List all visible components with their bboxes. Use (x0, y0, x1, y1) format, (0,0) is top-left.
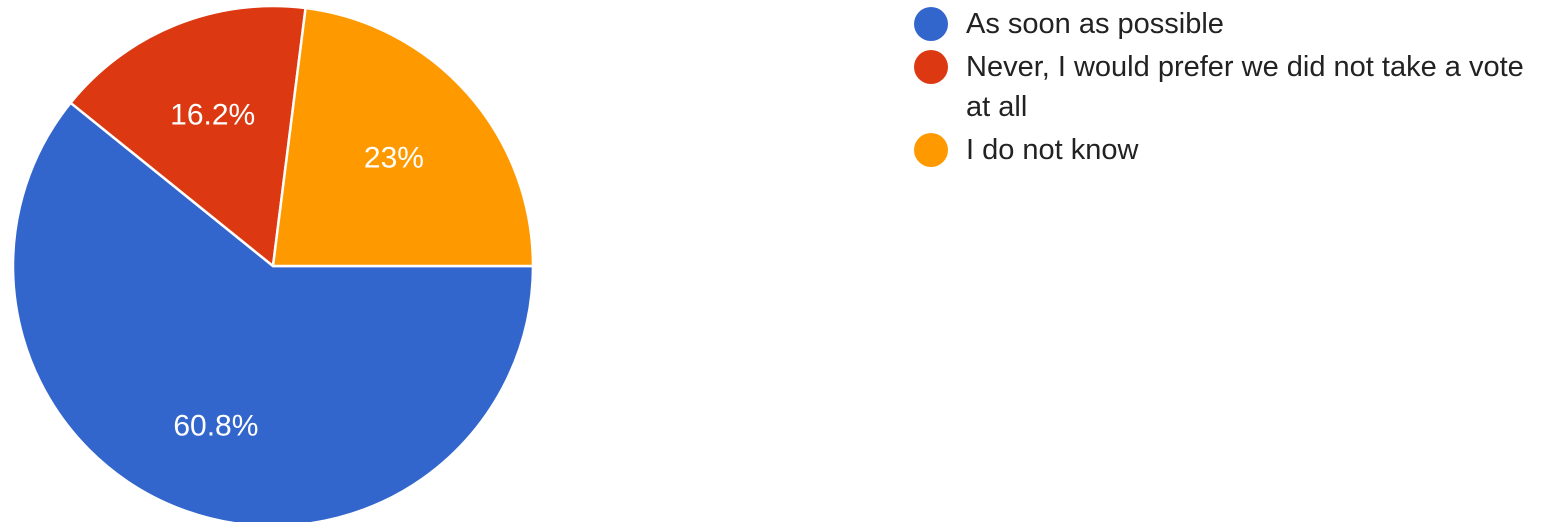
slice-label-i-do-not-know: 23% (364, 141, 424, 174)
pie-slice-as-soon-as-possible[interactable] (11, 101, 535, 522)
legend-label-never: Never, I would prefer we did not take a … (966, 51, 1524, 123)
pie-slice-never[interactable] (69, 4, 307, 268)
legend-swatch-never (914, 50, 948, 84)
legend-label-as-soon-as-possible: As soon as possible (966, 8, 1224, 40)
legend-swatch-i-do-not-know (914, 133, 948, 167)
legend-item-as-soon-as-possible[interactable]: As soon as possible (914, 4, 1554, 44)
slice-label-as-soon-as-possible: 60.8% (173, 410, 258, 443)
pie-chart: 60.8% 16.2% 23% (11, 4, 535, 522)
legend-item-i-do-not-know[interactable]: I do not know (914, 130, 1554, 170)
legend-swatch-as-soon-as-possible (914, 7, 948, 41)
pie-slice-i-do-not-know[interactable] (271, 6, 535, 268)
legend-label-i-do-not-know: I do not know (966, 134, 1139, 166)
slice-label-never: 16.2% (170, 98, 255, 131)
legend-item-never[interactable]: Never, I would prefer we did not take a … (914, 47, 1554, 127)
chart-legend: As soon as possible Never, I would prefe… (914, 4, 1554, 170)
